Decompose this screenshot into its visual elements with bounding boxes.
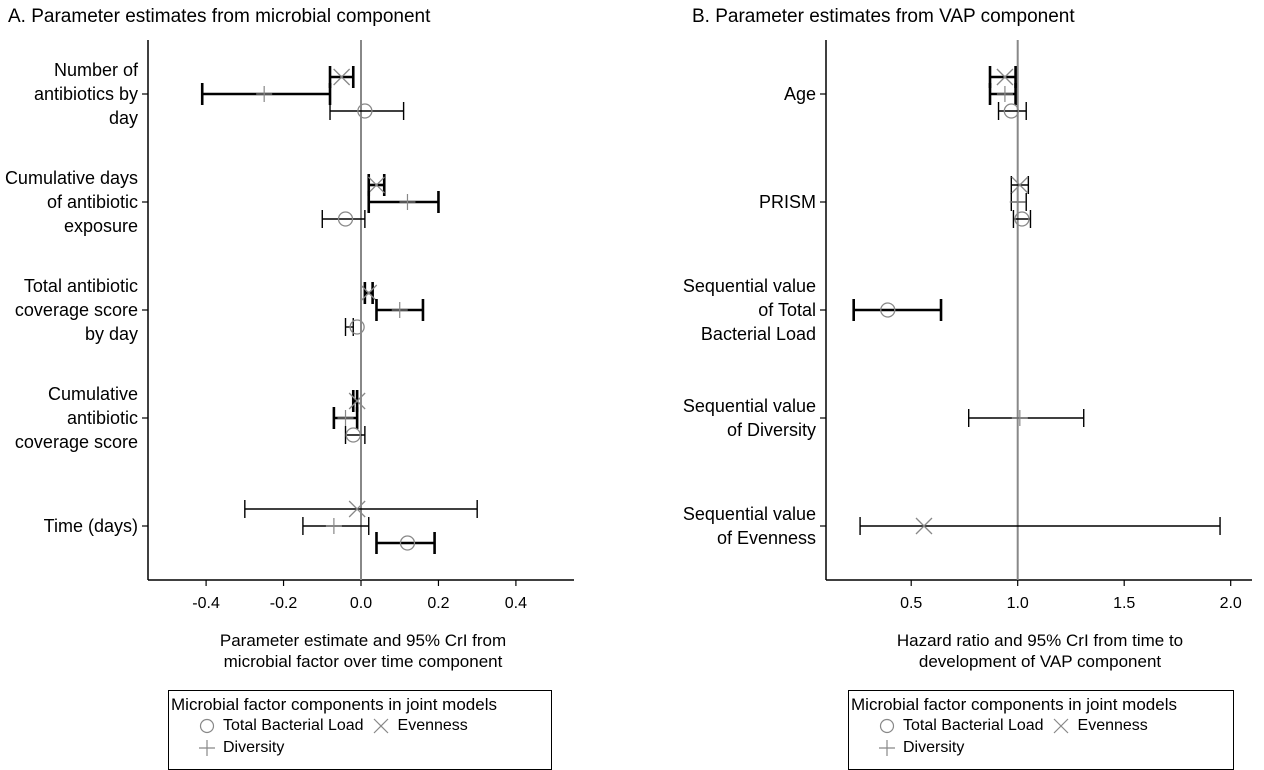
- plus-marker-icon: [199, 740, 215, 756]
- row-label: Age: [784, 84, 816, 104]
- x-tick-label: 0.4: [505, 595, 527, 612]
- circle-marker-icon: [879, 718, 895, 734]
- plus-marker-icon: [879, 740, 895, 756]
- point-estimate-x: [348, 500, 366, 518]
- point-estimate-plus: [1011, 410, 1028, 426]
- x-tick-label: -0.4: [192, 595, 220, 612]
- legend-item-evenness: Evenness: [1052, 717, 1148, 735]
- legend-item-evenness: Evenness: [372, 717, 468, 735]
- point-estimate-x: [1011, 176, 1029, 194]
- panel-a-x-axis-label: Parameter estimate and 95% CrI from micr…: [219, 631, 507, 671]
- point-estimate-x: [360, 284, 378, 302]
- point-estimate-circle: [345, 427, 361, 443]
- row-label: Sequential value of Diversity: [683, 396, 816, 440]
- point-estimate-plus: [391, 302, 408, 318]
- panel-b-x-axis-label: Hazard ratio and 95% CrI from time to de…: [896, 631, 1184, 671]
- point-estimate-x: [348, 392, 366, 410]
- circle-marker-icon: [199, 718, 215, 734]
- row-label: Total antibiotic coverage score by day: [15, 276, 138, 344]
- x-tick-label: 1.5: [1113, 595, 1135, 612]
- x-tick-label: -0.2: [270, 595, 298, 612]
- legend-label: Evenness: [1077, 717, 1148, 734]
- row-label: Cumulative antibiotic coverage score: [15, 384, 138, 452]
- legend-label: Diversity: [223, 739, 285, 756]
- point-estimate-circle: [880, 302, 896, 318]
- legend-row: Total Bacterial Load Evenness: [169, 715, 551, 737]
- point-estimate-plus: [256, 86, 273, 102]
- legend-row: Total Bacterial Load Evenness: [849, 715, 1233, 737]
- point-estimate-plus: [996, 86, 1013, 102]
- row-label: Sequential value of Total Bacterial Load: [683, 276, 816, 344]
- x-marker-icon: [1053, 718, 1068, 734]
- panel-a-title: A. Parameter estimates from microbial co…: [8, 6, 431, 27]
- panel-b-title: B. Parameter estimates from VAP componen…: [692, 6, 1075, 27]
- row-label: PRISM: [759, 192, 816, 212]
- legend-row: Diversity: [849, 737, 1233, 759]
- point-estimate-x: [915, 517, 933, 535]
- point-estimate-circle: [337, 211, 354, 227]
- legend-row: Diversity: [169, 737, 551, 759]
- x-tick-label: 0.2: [427, 595, 449, 612]
- x-tick-label: 0.5: [900, 595, 922, 612]
- legend-item-diversity: Diversity: [199, 739, 284, 757]
- row-label: Time (days): [44, 516, 138, 536]
- x-tick-label: 1.0: [1007, 595, 1029, 612]
- row-label: Sequential value of Evenness: [683, 504, 816, 548]
- legend-label: Evenness: [397, 717, 468, 734]
- point-estimate-x: [996, 68, 1014, 86]
- point-estimate-circle: [349, 319, 365, 335]
- point-estimate-circle: [1003, 103, 1019, 119]
- legend-label: Total Bacterial Load: [223, 717, 364, 734]
- point-estimate-circle: [357, 103, 373, 119]
- x-marker-icon: [373, 718, 388, 734]
- point-estimate-circle: [1014, 211, 1030, 227]
- legend-title: Microbial factor components in joint mod…: [851, 695, 1177, 714]
- row-label: Cumulative days of antibiotic exposure: [5, 168, 138, 236]
- point-estimate-plus: [337, 410, 354, 426]
- legend-title: Microbial factor components in joint mod…: [171, 695, 497, 714]
- panel-a-legend: Microbial factor components in joint mod…: [168, 690, 552, 770]
- legend-item-diversity: Diversity: [879, 739, 964, 757]
- point-estimate-circle: [399, 535, 416, 551]
- point-estimate-plus: [1009, 194, 1026, 210]
- row-label: Number of antibiotics by day: [34, 60, 139, 128]
- point-estimate-x: [333, 68, 351, 86]
- legend-label: Total Bacterial Load: [903, 717, 1044, 734]
- point-estimate-plus: [325, 518, 342, 534]
- legend-item-total-bacterial-load: Total Bacterial Load: [879, 717, 1044, 735]
- point-estimate-x: [368, 176, 385, 194]
- panel-b-legend: Microbial factor components in joint mod…: [848, 690, 1234, 770]
- legend-item-total-bacterial-load: Total Bacterial Load: [199, 717, 364, 735]
- x-tick-label: 2.0: [1220, 595, 1242, 612]
- point-estimate-plus: [399, 194, 416, 210]
- x-tick-label: 0.0: [350, 595, 372, 612]
- legend-label: Diversity: [903, 739, 965, 756]
